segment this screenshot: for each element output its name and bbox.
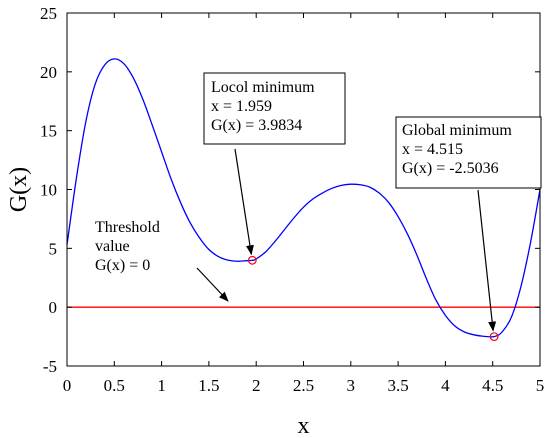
- annotation-arrow-2: [196, 267, 229, 302]
- x-tick-label: 3.5: [387, 376, 408, 395]
- y-tick-label: -5: [43, 357, 57, 376]
- minimum-marker-1: [489, 332, 499, 342]
- axes: 0 0.5 1 1.5 2 2.5 3 3.5 4 4.5 5 -5 0 5 10 15 20 25 x G(x): [6, 4, 544, 438]
- x-tick-label: 2: [252, 376, 261, 395]
- annotation-text-1-2: G(x) = -2.5036: [402, 160, 499, 177]
- annotation-box-0: [203, 72, 346, 145]
- y-tick-label: 20: [40, 63, 57, 82]
- y-tick-label: 25: [40, 4, 57, 23]
- annotations: Locol minimum x = 1.959 G(x) = 3.9834 Globa…: [95, 72, 542, 332]
- annotation-box-1: [395, 116, 542, 189]
- x-tick-label: 1.5: [198, 376, 219, 395]
- annotation-text-0-1: x = 1.959: [211, 98, 272, 115]
- y-tick-label: 15: [40, 122, 57, 141]
- series-line-0: [66, 58, 541, 338]
- annotation-text-2-1: value: [95, 238, 130, 255]
- annotation-text-0-0: Locol minimum: [211, 79, 315, 96]
- x-tick-label: 4.5: [482, 376, 503, 395]
- plot-area: [66, 58, 541, 342]
- axes-frame: [66, 12, 541, 367]
- y-axis-label: G(x): [6, 167, 32, 212]
- annotation-text-0-2: G(x) = 3.9834: [211, 117, 302, 134]
- y-tick-label: 10: [40, 181, 57, 200]
- annotation-text-1-1: x = 4.515: [402, 141, 463, 158]
- x-tick-label: 5: [536, 376, 545, 395]
- minimum-marker-0: [247, 255, 257, 265]
- x-tick-label: 0.5: [104, 376, 125, 395]
- x-tick-label: 3: [347, 376, 356, 395]
- x-tick-label: 4: [441, 376, 450, 395]
- annotation-text-2-2: G(x) = 0: [95, 257, 150, 274]
- annotation-arrow-0: [234, 148, 254, 256]
- x-axis-label: x: [298, 413, 310, 438]
- annotation-arrow-1: [477, 189, 497, 332]
- annotation-text-1-0: Global minimum: [402, 122, 512, 139]
- x-tick-label: 2.5: [293, 376, 314, 395]
- annotation-text-2-0: Threshold: [95, 219, 160, 236]
- x-tick-label: 0: [63, 376, 72, 395]
- y-tick-label: 5: [49, 239, 58, 258]
- y-tick-label: 0: [49, 298, 58, 317]
- x-tick-label: 1: [157, 376, 166, 395]
